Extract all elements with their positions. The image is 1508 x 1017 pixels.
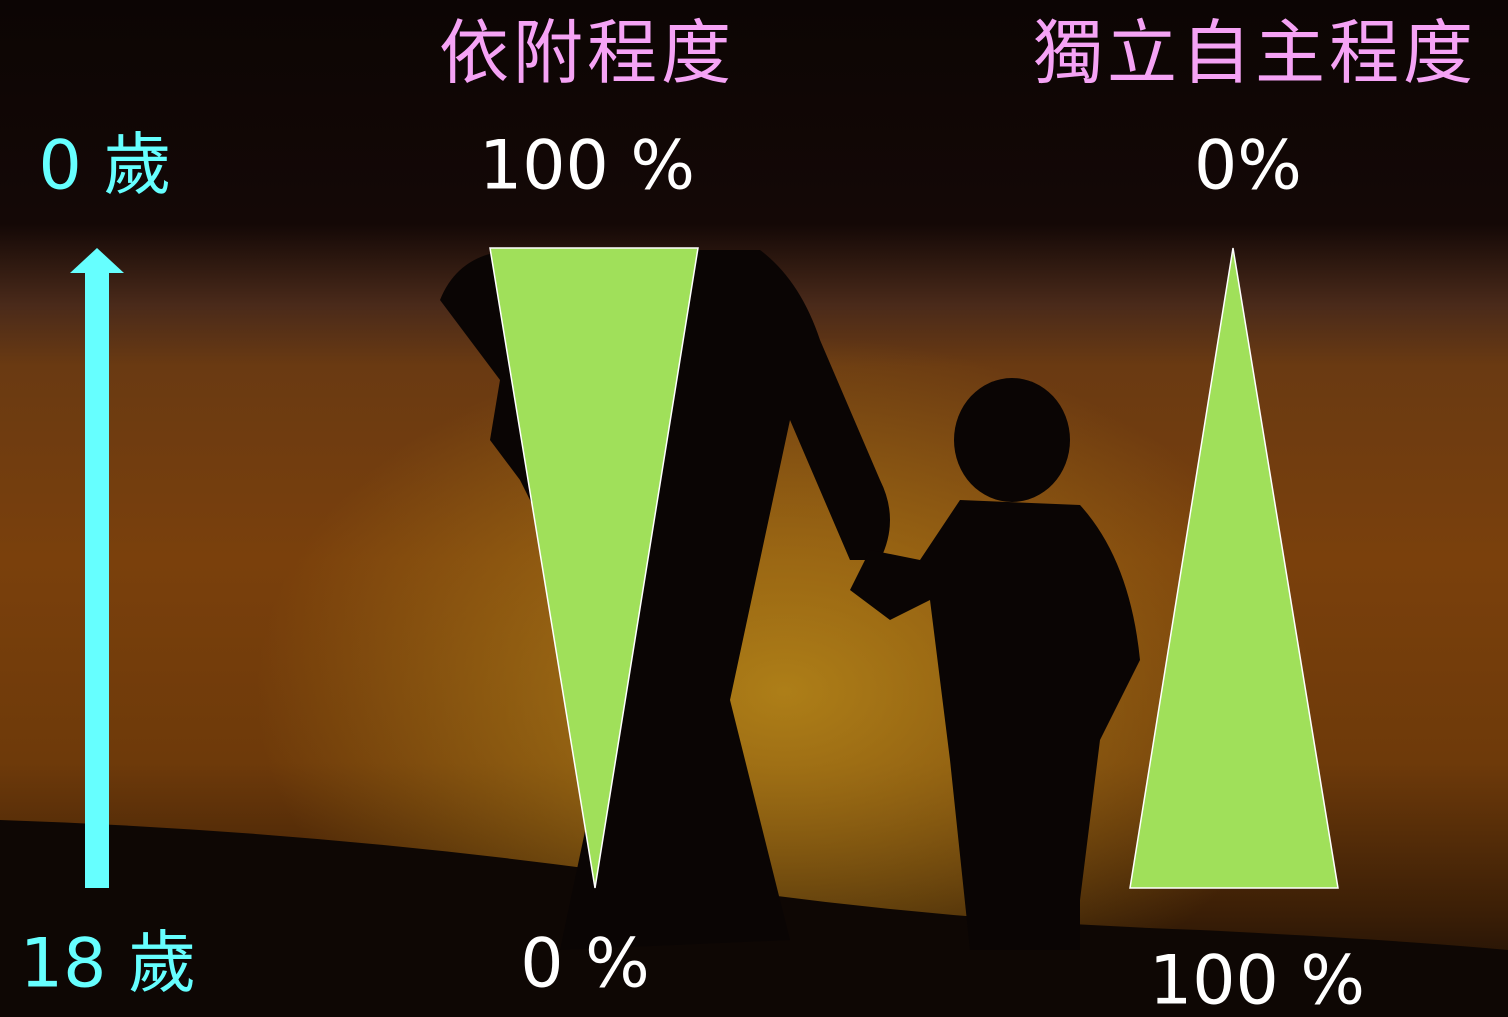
- percent-label: 0%: [1194, 127, 1302, 206]
- percent-label: 100 %: [479, 127, 695, 206]
- percent-label: 0 %: [520, 925, 650, 1004]
- page: 依附程度 獨立自主程度 0 歲 18 歲 100 % 0 % 0% 100 % …: [0, 0, 1508, 1017]
- column-title: 依附程度: [439, 12, 735, 94]
- age-label: 0 歲: [39, 127, 172, 206]
- age-label: 18 歲: [20, 925, 196, 1004]
- slide: 依附程度 獨立自主程度 0 歲 18 歲 100 % 0 % 0% 100 %: [0, 0, 1508, 1017]
- column-title: 獨立自主程度: [1033, 12, 1477, 94]
- child-head: [954, 378, 1070, 502]
- percent-label: 100 %: [1149, 942, 1365, 1017]
